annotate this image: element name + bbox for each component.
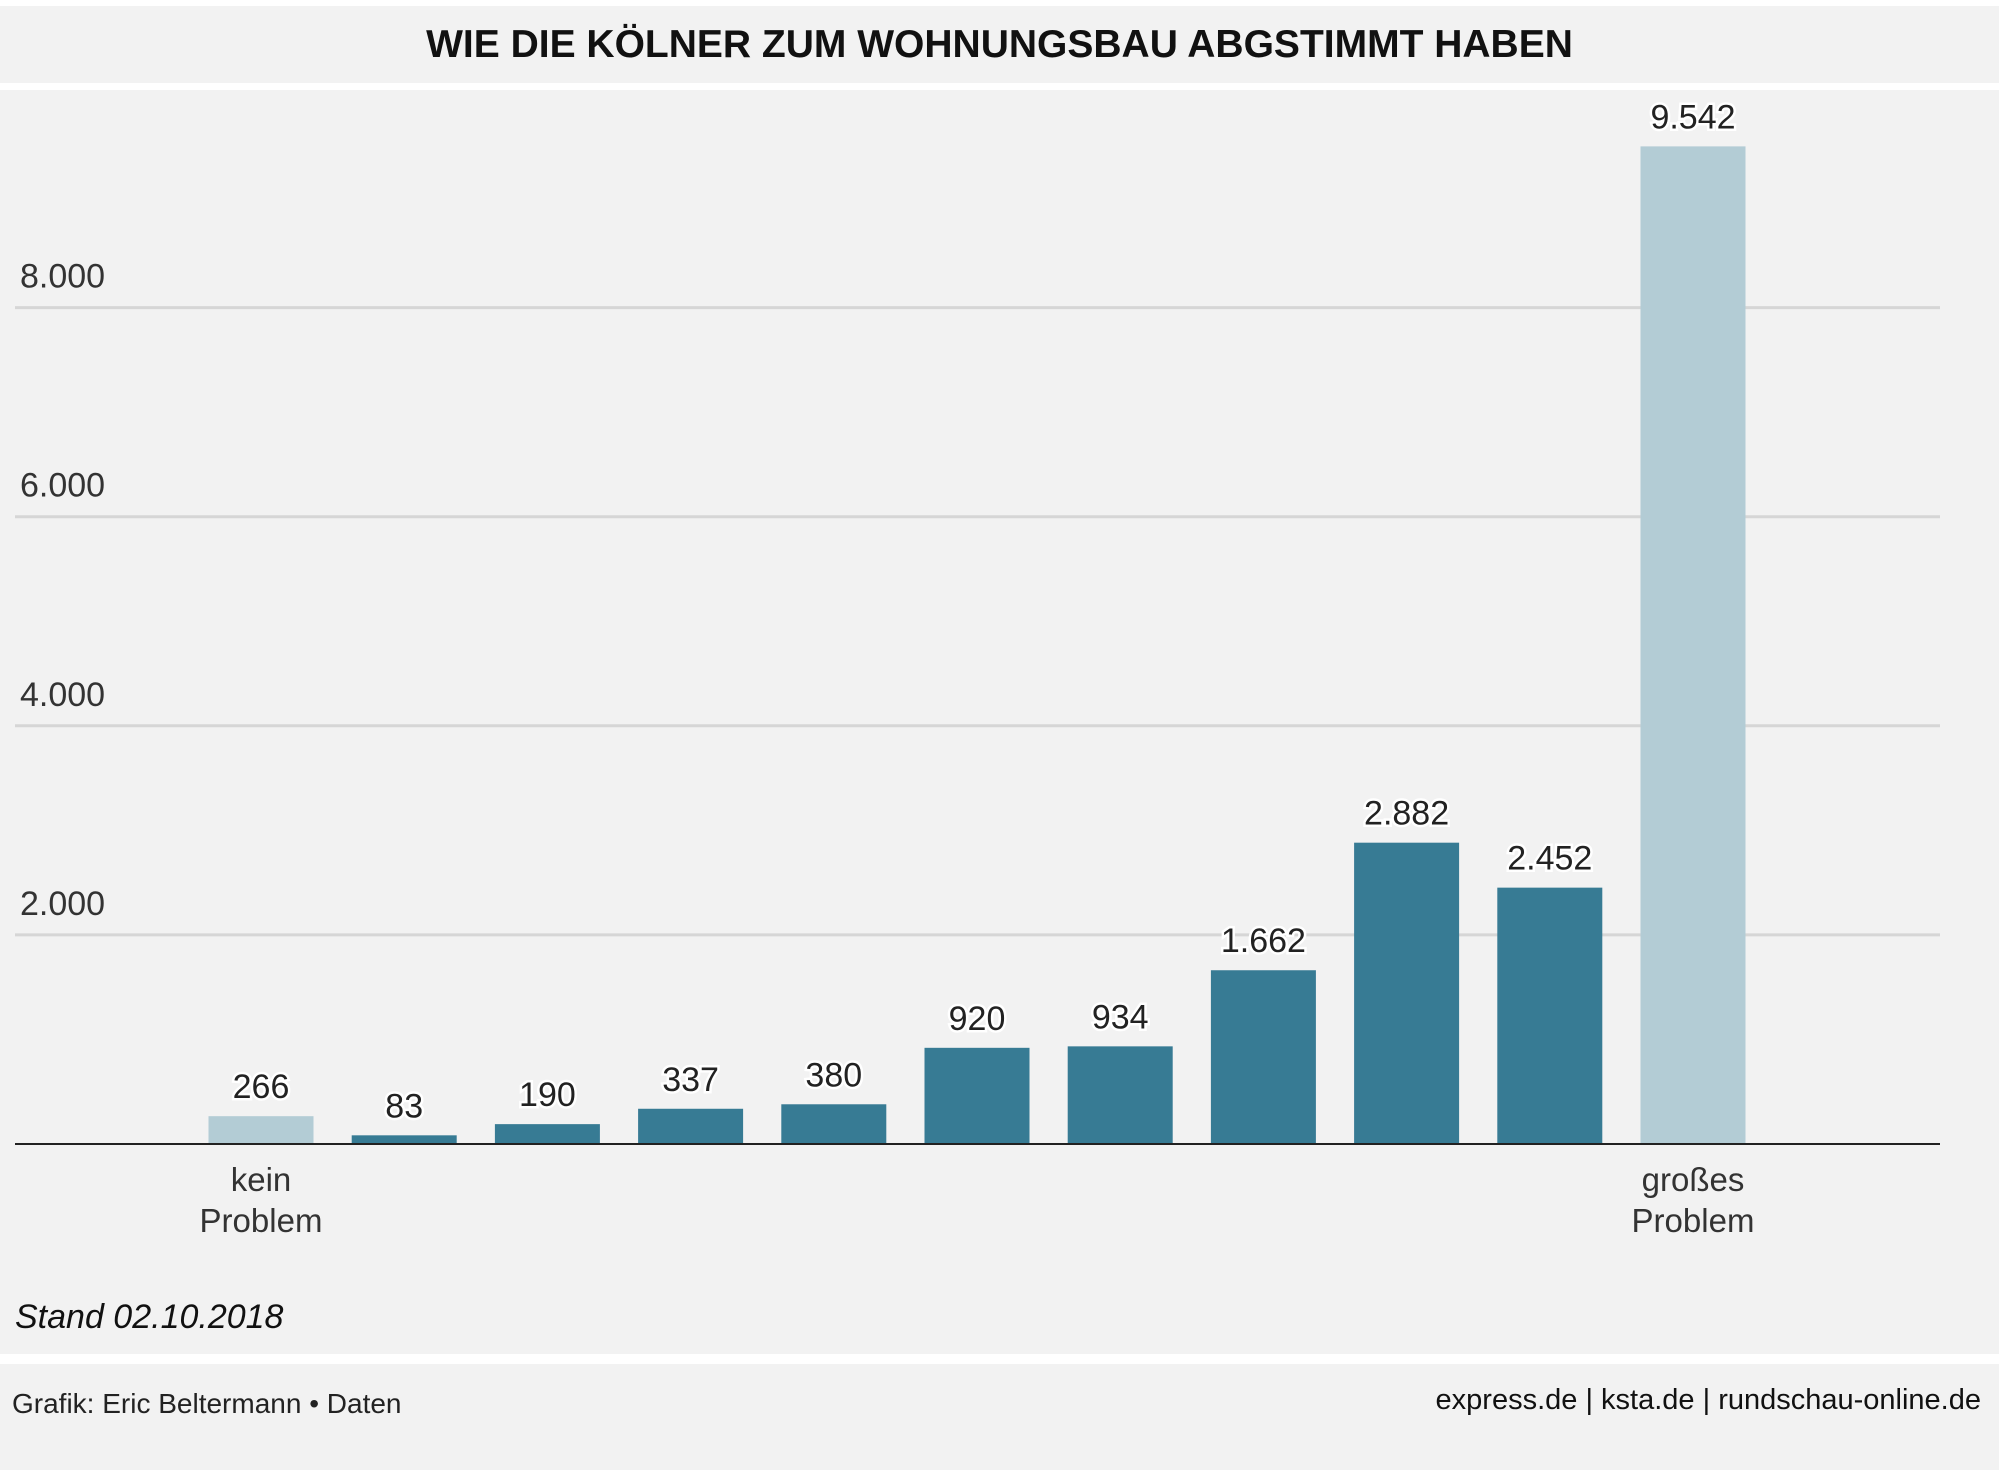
chart-title: WIE DIE KÖLNER ZUM WOHNUNGSBAU ABGSTIMMT… — [426, 22, 1573, 66]
chart-area: 2.000 4.000 6.000 8.000 266 kein Problem 83 190 3… — [0, 90, 1999, 1354]
bar — [1210, 970, 1316, 1144]
bar — [1497, 887, 1603, 1144]
data-label: 2.452 — [1507, 840, 1592, 878]
bar — [1067, 1046, 1173, 1144]
data-label: 1.662 — [1221, 922, 1306, 960]
date-note: Stand 02.10.2018 — [15, 1298, 284, 1336]
bar — [351, 1135, 457, 1144]
sources-text: express.de | ksta.de | rundschau-online.… — [1435, 1384, 1981, 1416]
x-category-label: kein Problem — [200, 1161, 323, 1239]
data-label: 920 — [949, 1000, 1006, 1038]
bar-chart: 2.000 4.000 6.000 8.000 266 kein Problem 83 190 3… — [15, 96, 1940, 1239]
y-tick-label: 8.000 — [20, 258, 105, 296]
credit-text: Grafik: Eric Beltermann • Daten — [12, 1388, 402, 1419]
data-label: 83 — [385, 1087, 423, 1125]
bar — [1640, 146, 1746, 1144]
bar — [1354, 842, 1460, 1144]
data-label: 266 — [233, 1068, 290, 1106]
y-tick-label: 2.000 — [20, 885, 105, 923]
title-bar: WIE DIE KÖLNER ZUM WOHNUNGSBAU ABGSTIMMT… — [0, 6, 1999, 83]
bar — [208, 1116, 314, 1144]
footer: Grafik: Eric Beltermann • Daten express.… — [0, 1364, 1999, 1470]
data-label: 9.542 — [1650, 98, 1735, 136]
data-label: 934 — [1092, 998, 1149, 1036]
data-label: 380 — [805, 1056, 862, 1094]
y-tick-label: 4.000 — [20, 676, 105, 714]
bar — [924, 1047, 1030, 1144]
bar — [638, 1108, 744, 1144]
data-label: 337 — [662, 1061, 719, 1099]
data-label: 2.882 — [1364, 795, 1449, 833]
bar — [781, 1104, 887, 1144]
data-label: 190 — [519, 1076, 576, 1114]
bar — [494, 1124, 600, 1144]
y-tick-label: 6.000 — [20, 467, 105, 505]
x-category-label: großes Problem — [1632, 1161, 1755, 1239]
